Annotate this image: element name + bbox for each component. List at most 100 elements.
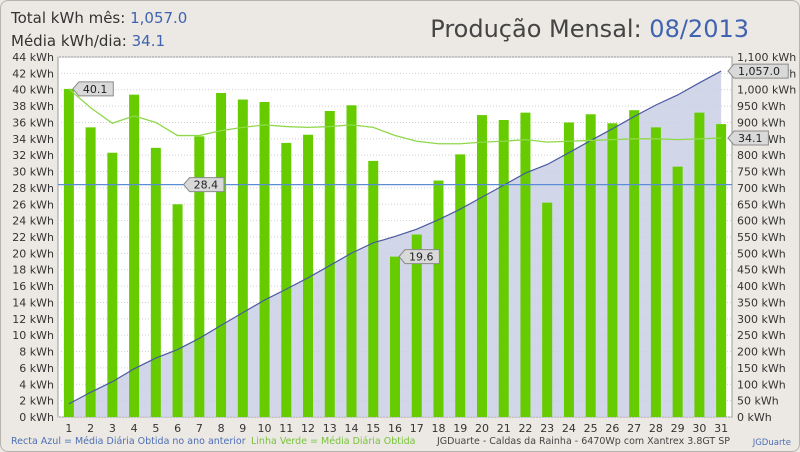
daily-production-bar [346,105,357,417]
left-axis-tick-label: 26 kWh [12,198,54,211]
right-axis-tick-label: 600 kWh [737,215,786,228]
daily-production-bar [150,147,161,417]
right-axis-tick-label: 200 kWh [737,346,786,359]
legend-green-line: Linha Verde = Média Diária Obtida [251,436,416,447]
daily-production-bar [476,115,487,417]
right-axis-tick-label: 450 kWh [737,264,786,277]
x-axis-tick-label: 9 [239,422,246,435]
left-axis-tick-label: 18 kWh [12,264,54,277]
right-axis-tick-label: 700 kWh [737,182,786,195]
x-axis-tick-label: 16 [388,422,402,435]
monthly-total-label: Total kWh mês: [11,9,126,27]
right-axis-tick-label: 750 kWh [737,166,786,179]
x-axis-tick-label: 23 [540,422,554,435]
cumulative-total-callout: 1,057.0 [727,63,789,79]
x-axis-tick-label: 8 [218,422,225,435]
left-axis-tick-label: 38 kWh [12,100,54,113]
brand-label: JGDuarte [752,438,791,448]
left-axis-tick-label: 8 kWh [19,346,54,359]
bar-value-callout-text: 19.6 [409,251,434,264]
previous-year-average-callout: 28.4 [182,177,225,193]
right-axis-tick-label: 800 kWh [737,149,786,162]
x-axis-tick-label: 10 [258,422,272,435]
left-axis-tick-label: 32 kWh [12,149,54,162]
legend-blue-line: Recta Azul = Média Diária Obtida no ano … [11,436,246,447]
x-axis-tick-label: 20 [475,422,489,435]
bar-value-callout: 19.6 [398,249,440,265]
right-axis-tick-label: 100 kWh [737,378,786,391]
cumulative-line [68,70,722,405]
daily-production-bar [520,112,531,418]
x-axis-tick-label: 17 [410,422,424,435]
left-axis-tick-label: 12 kWh [12,313,54,326]
right-axis-tick-label: 250 kWh [737,329,786,342]
left-axis-tick-label: 44 kWh [12,51,54,64]
x-axis-tick-label: 6 [174,422,181,435]
cumulative-total-callout-text: 1,057.0 [738,65,780,78]
daily-average-label: Média kWh/dia: [11,32,127,50]
x-axis-tick-label: 27 [627,422,641,435]
monthly-total-value: 1,057.0 [130,9,188,27]
left-axis-tick-label: 10 kWh [12,329,54,342]
x-axis-tick-label: 4 [131,422,138,435]
right-axis-tick-label: 650 kWh [737,198,786,211]
daily-production-bar [694,112,705,418]
x-axis-tick-label: 26 [605,422,619,435]
x-axis-tick-label: 11 [279,422,293,435]
daily-production-bar [411,234,422,417]
bar-value-callout: 40.1 [72,81,114,97]
left-axis-tick-label: 22 kWh [12,231,54,244]
x-axis-tick-label: 19 [453,422,467,435]
daily-production-bar [129,94,140,418]
left-axis-tick-label: 0 kWh [19,411,54,424]
daily-production-bar [303,134,314,417]
chart-title-period: 08/2013 [649,15,749,43]
x-axis-tick-label: 24 [562,422,576,435]
daily-production-bar [672,166,683,417]
left-axis-tick-label: 30 kWh [12,166,54,179]
right-axis-tick-label: 150 kWh [737,362,786,375]
daily-production-bar [259,102,270,417]
left-axis-tick-label: 40 kWh [12,84,54,97]
right-axis-tick-label: 50 kWh [737,395,779,408]
daily-production-bar [63,88,74,417]
x-axis-tick-label: 5 [152,422,159,435]
right-axis-tick-label: 400 kWh [737,280,786,293]
cumulative-area [68,71,722,418]
daily-average-value: 34.1 [131,32,166,50]
daily-production-bar [172,204,183,417]
x-axis-tick-label: 3 [109,422,116,435]
left-axis-tick-label: 36 kWh [12,116,54,129]
x-axis-tick-label: 2 [87,422,94,435]
daily-production-bar [716,124,727,417]
x-axis-tick-label: 12 [301,422,315,435]
right-axis-tick-label: 1,100 kWh [737,51,796,64]
left-axis-tick-label: 28 kWh [12,182,54,195]
left-axis-tick-label: 14 kWh [12,296,54,309]
daily-average-callout: 34.1 [727,130,769,146]
daily-production-bar [563,122,574,418]
daily-average-line [68,88,722,145]
x-axis-tick-label: 1 [65,422,72,435]
right-axis-tick-label: 0 kWh [737,411,772,424]
left-axis-tick-label: 6 kWh [19,362,54,375]
chart-title-prefix: Produção Mensal: [430,15,642,43]
bar-value-callout-text: 40.1 [83,83,108,96]
daily-production-bar [455,154,466,417]
x-axis-tick-label: 30 [692,422,706,435]
daily-average-callout-box [727,130,769,146]
daily-production-bar [107,152,118,417]
x-axis-tick-label: 22 [518,422,532,435]
left-axis-tick-label: 2 kWh [19,395,54,408]
right-axis-tick-label: 1,000 kWh [737,84,796,97]
daily-production-bar [585,114,596,417]
daily-production-bar [650,127,661,417]
left-axis-tick-label: 24 kWh [12,215,54,228]
x-axis-tick-label: 31 [714,422,728,435]
right-axis-tick-label: 900 kWh [737,116,786,129]
chart-title: Produção Mensal: 08/2013 [430,15,749,43]
bar-value-callout-box [72,81,114,97]
left-axis-tick-label: 34 kWh [12,133,54,146]
